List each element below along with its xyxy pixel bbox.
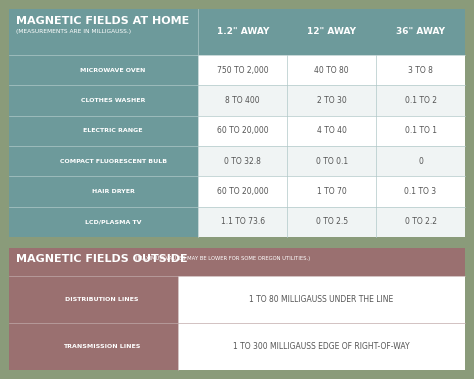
Text: 2 TO 30: 2 TO 30 [317, 96, 346, 105]
Bar [376, 116, 465, 146]
Text: 8 TO 400: 8 TO 400 [226, 96, 260, 105]
Bar [287, 146, 376, 176]
Text: 1.1 TO 73.6: 1.1 TO 73.6 [220, 217, 265, 226]
Bar [376, 146, 465, 176]
Text: (MEASUREMENTS ARE IN MILLIGAUSS.): (MEASUREMENTS ARE IN MILLIGAUSS.) [16, 29, 131, 34]
Text: LCD/PLASMA TV: LCD/PLASMA TV [85, 219, 141, 224]
Text: 60 TO 20,000: 60 TO 20,000 [217, 187, 268, 196]
Text: 4 TO 40: 4 TO 40 [317, 126, 346, 135]
Text: MAGNETIC FIELDS OUTSIDE: MAGNETIC FIELDS OUTSIDE [16, 254, 188, 264]
Text: 1 TO 80 MILLIGAUSS UNDER THE LINE: 1 TO 80 MILLIGAUSS UNDER THE LINE [249, 295, 393, 304]
Text: TRANSMISSION LINES: TRANSMISSION LINES [63, 344, 140, 349]
Text: 0 TO 0.1: 0 TO 0.1 [316, 157, 348, 166]
Bar [9, 85, 198, 116]
Bar [198, 116, 287, 146]
Text: CLOTHES WASHER: CLOTHES WASHER [81, 98, 145, 103]
Bar [376, 55, 465, 85]
Text: (MAXIMUM VALUES MAY BE LOWER FOR SOME OREGON UTILITIES.): (MAXIMUM VALUES MAY BE LOWER FOR SOME OR… [134, 256, 310, 261]
Text: 0 TO 32.8: 0 TO 32.8 [224, 157, 261, 166]
Text: 0: 0 [418, 157, 423, 166]
Text: 0 TO 2.5: 0 TO 2.5 [316, 217, 348, 226]
Text: 0 TO 2.2: 0 TO 2.2 [404, 217, 437, 226]
Bar [198, 176, 287, 207]
Bar [9, 55, 198, 85]
Bar [376, 176, 465, 207]
Text: 0.1 TO 3: 0.1 TO 3 [404, 187, 437, 196]
Bar [9, 248, 465, 370]
Bar [376, 85, 465, 116]
Bar [9, 146, 198, 176]
Text: 0.1 TO 1: 0.1 TO 1 [404, 126, 437, 135]
Bar [178, 323, 465, 370]
Text: 60 TO 20,000: 60 TO 20,000 [217, 126, 268, 135]
Bar [9, 176, 198, 207]
Text: MAGNETIC FIELDS AT HOME: MAGNETIC FIELDS AT HOME [16, 16, 189, 26]
Text: 12" AWAY: 12" AWAY [307, 28, 356, 36]
Bar [198, 85, 287, 116]
Text: 1 TO 300 MILLIGAUSS EDGE OF RIGHT-OF-WAY: 1 TO 300 MILLIGAUSS EDGE OF RIGHT-OF-WAY [233, 342, 410, 351]
Bar [287, 116, 376, 146]
Bar [198, 146, 287, 176]
Bar [9, 116, 198, 146]
Text: ELECTRIC RANGE: ELECTRIC RANGE [83, 128, 143, 133]
Bar [9, 207, 198, 237]
Bar [9, 9, 465, 237]
Text: 36" AWAY: 36" AWAY [396, 28, 445, 36]
Bar [376, 207, 465, 237]
Bar [198, 55, 287, 85]
Bar [178, 276, 465, 323]
Bar [287, 85, 376, 116]
Text: 40 TO 80: 40 TO 80 [314, 66, 349, 75]
Bar [198, 207, 287, 237]
Bar [287, 176, 376, 207]
Text: DISTRIBUTION LINES: DISTRIBUTION LINES [65, 297, 138, 302]
Text: COMPACT FLUORESCENT BULB: COMPACT FLUORESCENT BULB [60, 159, 167, 164]
Text: 750 TO 2,000: 750 TO 2,000 [217, 66, 268, 75]
Bar [287, 207, 376, 237]
Text: 3 TO 8: 3 TO 8 [408, 66, 433, 75]
Text: 1.2" AWAY: 1.2" AWAY [217, 28, 269, 36]
Bar [9, 276, 178, 323]
Text: 0.1 TO 2: 0.1 TO 2 [404, 96, 437, 105]
Bar [9, 323, 178, 370]
Text: MICROWAVE OVEN: MICROWAVE OVEN [81, 68, 146, 73]
Text: 1 TO 70: 1 TO 70 [317, 187, 346, 196]
Text: HAIR DRYER: HAIR DRYER [91, 189, 135, 194]
Bar [287, 55, 376, 85]
